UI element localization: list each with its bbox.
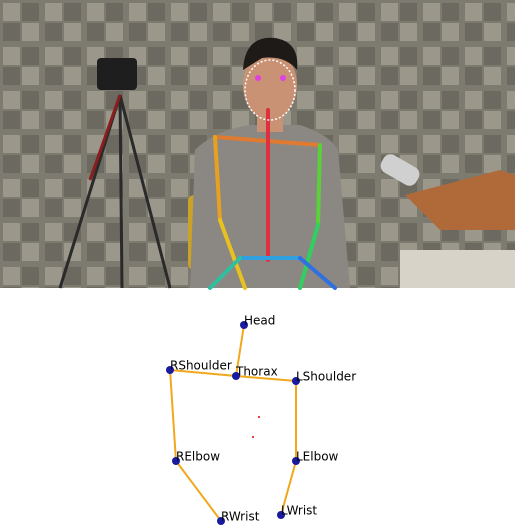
joint-label: LShoulder — [296, 370, 356, 384]
screen: Head ThoraxRShoulder LShoulder RElbow LElbow… — [0, 0, 515, 530]
joint-label: Head — [244, 314, 275, 328]
joint-label: RWrist — [221, 510, 260, 524]
photo — [0, 0, 515, 288]
joint-label: RElbow — [176, 450, 220, 464]
joint-label: RShoulder — [170, 359, 232, 373]
joint-label: Thorax — [235, 365, 278, 379]
point — [258, 416, 260, 418]
point — [252, 436, 254, 438]
bone — [176, 461, 221, 521]
joint-label: LElbow — [296, 450, 339, 464]
bone — [170, 370, 176, 461]
joint-label: LWrist — [281, 504, 317, 518]
page: {"skeleton": {"nodes": ["Head", "Thorax"… — [0, 0, 515, 530]
